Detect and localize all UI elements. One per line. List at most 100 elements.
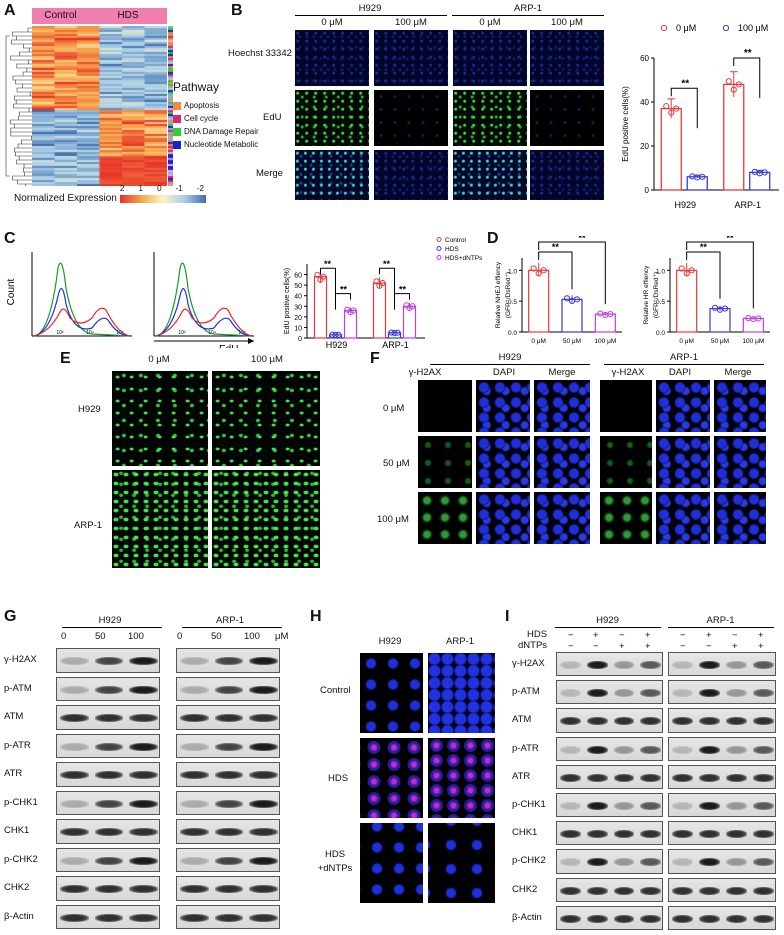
wb-band xyxy=(94,714,124,723)
expression-heatmap xyxy=(32,26,167,186)
wb-band xyxy=(672,830,693,839)
wb-band xyxy=(180,685,209,694)
data-point xyxy=(755,315,762,322)
g-cellline-h929: H929 xyxy=(98,615,122,626)
wb-strip xyxy=(668,708,776,733)
wb-strip xyxy=(176,676,280,701)
hist-curve xyxy=(155,262,253,337)
wb-band xyxy=(586,802,608,811)
b-divider-h929 xyxy=(295,15,447,16)
wb-band xyxy=(60,657,89,666)
y-tick-label: 0.0 xyxy=(508,330,517,337)
wb-band xyxy=(249,799,278,808)
pathway-legend-title: Pathway xyxy=(173,80,220,94)
wb-protein-label: p-CHK1 xyxy=(512,799,546,810)
data-point xyxy=(335,331,342,338)
bar xyxy=(313,276,328,339)
micrograph-merge xyxy=(453,150,527,200)
b-row-hoechst: Hoechst 33342 xyxy=(228,48,292,59)
data-point xyxy=(379,279,386,287)
wb-band xyxy=(613,661,635,670)
legend-item-dna-damage-repair: DNA Damage Repair xyxy=(173,125,259,138)
micrograph-edu xyxy=(530,90,604,146)
legend-swatch xyxy=(173,127,181,136)
data-point xyxy=(320,273,327,280)
wb-band xyxy=(753,886,774,895)
data-point xyxy=(350,307,357,314)
bar xyxy=(749,171,771,191)
f-channel-label: DAPI xyxy=(492,367,516,378)
wb-band xyxy=(214,657,244,666)
legend-swatch xyxy=(173,114,181,123)
wb-strip xyxy=(556,905,663,930)
wb-protein-label: p-ATM xyxy=(4,682,32,694)
wb-strip xyxy=(56,790,160,815)
h-row-hds-dntps: HDS +dNTPs xyxy=(317,849,353,874)
if-dapi xyxy=(476,380,530,432)
y-tick-label: 60 xyxy=(640,54,649,63)
micrograph-merge xyxy=(374,150,448,200)
wb-band xyxy=(640,886,661,895)
wb-band xyxy=(726,717,747,726)
y-axis-label-line: (GFP⁺/DsRed⁺) xyxy=(505,272,512,318)
significance-bracket xyxy=(379,267,395,309)
wb-band xyxy=(129,885,158,894)
data-point xyxy=(673,105,680,112)
flow-histograms: 10²10⁴10⁶10²10⁴10⁶CountEdU xyxy=(6,252,254,348)
y-tick-label: 1.0 xyxy=(508,268,517,275)
comet-image xyxy=(112,371,208,466)
wb-strip xyxy=(556,821,663,846)
wb-band xyxy=(672,858,693,867)
wb-protein-label: CHK1 xyxy=(512,827,538,839)
wb-band xyxy=(672,886,693,895)
wb-band xyxy=(129,828,158,837)
legend-swatch xyxy=(173,140,181,149)
hist-x-label: EdU xyxy=(219,344,238,348)
legend-label: HDS xyxy=(445,246,459,253)
y-tick-label: 0.0 xyxy=(656,330,665,337)
data-point xyxy=(688,267,695,274)
wb-band xyxy=(586,830,608,839)
wb-band xyxy=(726,689,747,698)
scale-title: Normalized Expression xyxy=(14,193,117,204)
wb-strip xyxy=(668,793,776,818)
heatmap-group-control: Control xyxy=(44,10,77,21)
scale-tick: -1 xyxy=(175,184,183,193)
wb-band xyxy=(753,802,774,811)
wb-band xyxy=(129,771,158,780)
wb-band xyxy=(726,886,747,895)
wb-strip xyxy=(668,736,776,761)
data-point xyxy=(409,303,416,310)
data-point xyxy=(663,103,670,110)
wb-band xyxy=(699,689,720,698)
data-point xyxy=(347,308,354,315)
wb-strip xyxy=(176,790,280,815)
wb-protein-label: p-CHK2 xyxy=(512,855,546,867)
h-micrograph xyxy=(360,653,423,733)
data-point xyxy=(535,270,542,277)
x-tick-label: 50 μM xyxy=(711,338,729,345)
e-row-arp1: ARP-1 xyxy=(74,520,102,531)
wb-protein-label: p-CHK1 xyxy=(4,796,38,808)
significance-stars: ** xyxy=(340,285,348,295)
data-point xyxy=(314,271,321,278)
significance-bracket xyxy=(394,293,410,310)
wb-strip xyxy=(56,705,160,730)
wb-band xyxy=(249,828,278,837)
y-tick-label: 60 xyxy=(294,273,302,280)
bar xyxy=(676,269,698,333)
wb-band xyxy=(640,858,661,867)
hist-x-tick: 10² xyxy=(178,330,186,336)
x-tick-label: 100 μM xyxy=(594,338,616,345)
legend-label: Cell cycle xyxy=(184,114,219,123)
wb-band xyxy=(249,742,278,751)
dendrogram-branches xyxy=(5,27,34,186)
micrograph-hoechst xyxy=(374,30,448,86)
legend-marker xyxy=(436,255,442,260)
y-tick-label: 0 xyxy=(645,186,650,195)
f-row-0: 0 μM xyxy=(383,403,405,414)
y-axis-label-line: (GFP⁺/DsRed⁺) xyxy=(653,272,660,318)
wb-strip xyxy=(56,733,160,758)
wb-band xyxy=(249,685,278,694)
wb-band xyxy=(640,802,661,811)
